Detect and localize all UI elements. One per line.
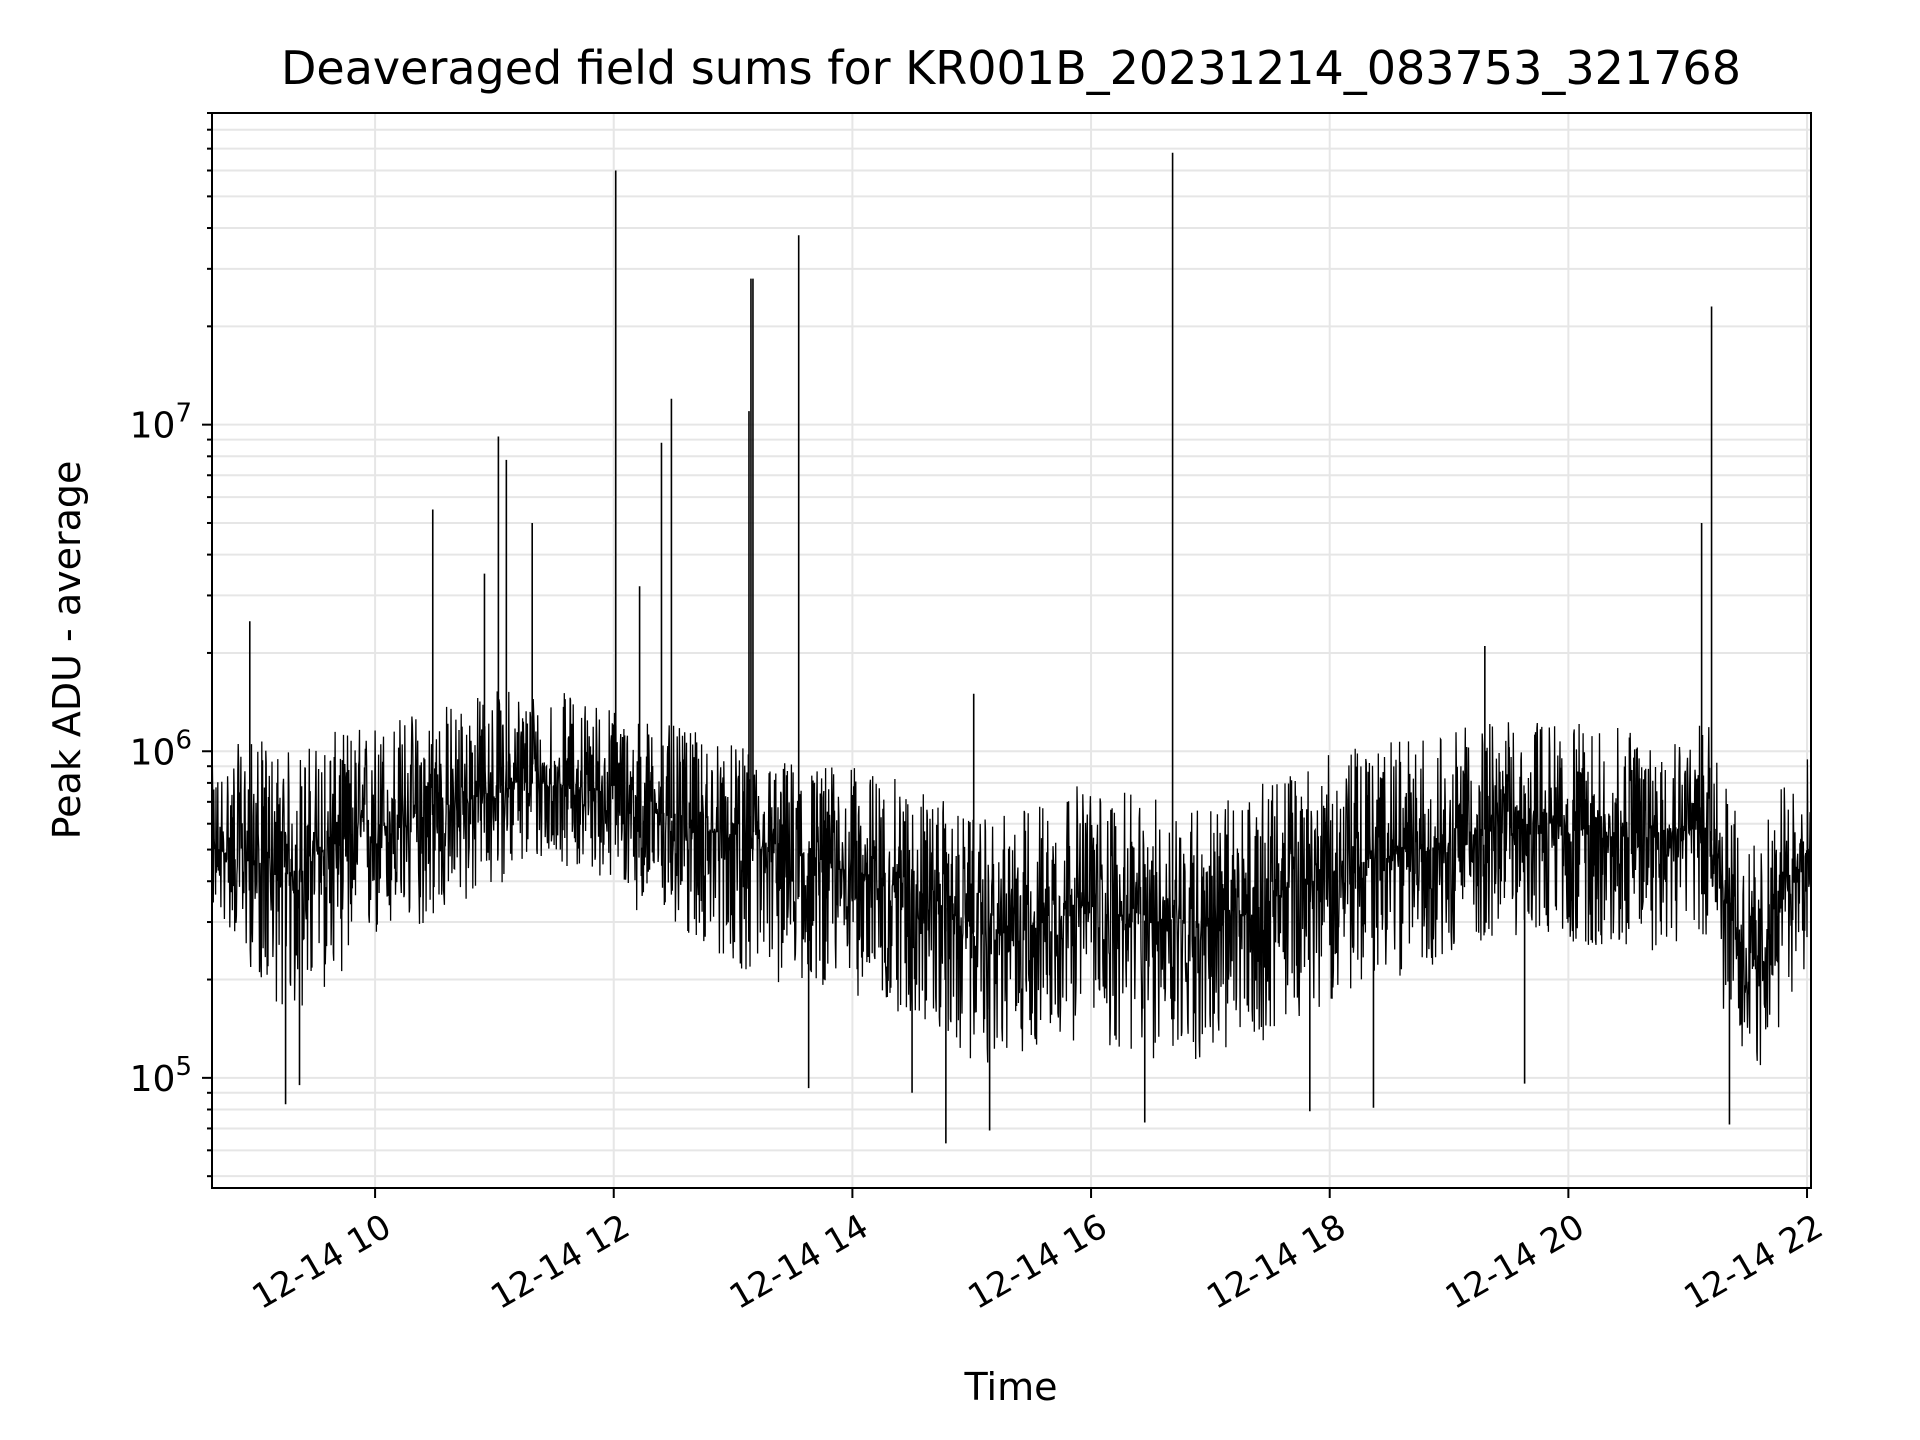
plot-frame bbox=[211, 112, 1812, 1189]
x-axis-label: Time bbox=[964, 1365, 1058, 1409]
chart-title: Deaveraged field sums for KR001B_2023121… bbox=[281, 41, 1741, 95]
data-series bbox=[211, 152, 1812, 1144]
y-tick-label: 107 bbox=[130, 399, 192, 447]
y-tick-label: 105 bbox=[130, 1052, 192, 1100]
series-line bbox=[211, 691, 1812, 1066]
y-axis-label: Peak ADU - average bbox=[45, 461, 89, 840]
y-tick-label: 106 bbox=[130, 725, 192, 773]
